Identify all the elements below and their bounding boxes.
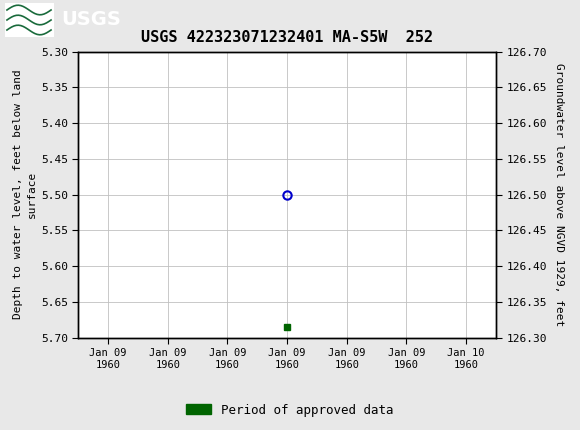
Y-axis label: Groundwater level above NGVD 1929, feet: Groundwater level above NGVD 1929, feet <box>554 63 564 326</box>
Legend: Period of approved data: Period of approved data <box>181 399 399 421</box>
Y-axis label: Depth to water level, feet below land
surface: Depth to water level, feet below land su… <box>13 70 37 319</box>
Text: USGS: USGS <box>61 10 121 30</box>
Title: USGS 422323071232401 MA-S5W  252: USGS 422323071232401 MA-S5W 252 <box>141 30 433 45</box>
FancyBboxPatch shape <box>5 3 54 37</box>
